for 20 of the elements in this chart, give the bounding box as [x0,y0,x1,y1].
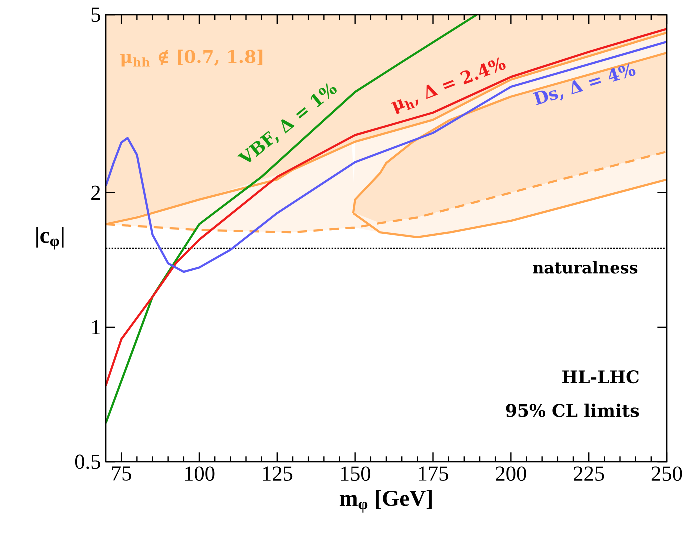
y-axis-title: |c$_{φ}$| [36,227,64,250]
text: μ$_{h}$, Δ = 2.4% [391,58,506,114]
x-tick-label: 75 [112,466,132,481]
text: Ds, Δ = 4% [533,64,636,106]
x-tick-label: 100 [185,466,215,482]
y-tick-label: 1 [92,320,100,334]
x-tick-label: 250 [652,466,682,482]
x-tick-label: 200 [496,466,526,482]
annotation: HL-LHC [562,370,639,384]
x-tick-label: 175 [419,466,448,481]
annotation: 95% CL limits [506,404,640,418]
y-tick-label: 0.5 [75,454,100,470]
y-tick-label: 5 [92,8,100,22]
x-axis-title: m$_{φ}$ [GeV] [340,490,432,513]
x-tick-label: 125 [263,466,293,482]
text: μ$_{hh}$ ∉ [0.7, 1.8] [120,50,263,67]
y-tick-label: 2 [92,186,100,200]
x-tick-label: 225 [574,466,604,482]
ref-line-label: naturalness [533,261,638,274]
x-tick-label: 150 [341,466,371,482]
